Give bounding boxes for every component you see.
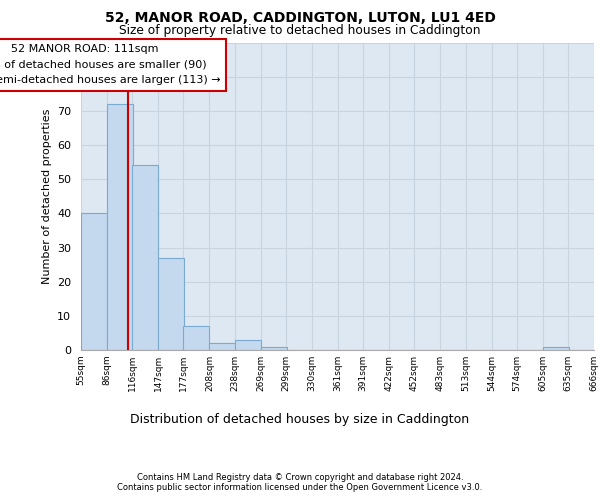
Text: Contains HM Land Registry data © Crown copyright and database right 2024.: Contains HM Land Registry data © Crown c… bbox=[137, 472, 463, 482]
Bar bbox=[107, 104, 133, 350]
Text: Distribution of detached houses by size in Caddington: Distribution of detached houses by size … bbox=[130, 412, 470, 426]
Text: Contains public sector information licensed under the Open Government Licence v3: Contains public sector information licen… bbox=[118, 484, 482, 492]
Bar bbox=[235, 340, 260, 350]
Bar bbox=[132, 166, 158, 350]
Text: 52, MANOR ROAD, CADDINGTON, LUTON, LU1 4ED: 52, MANOR ROAD, CADDINGTON, LUTON, LU1 4… bbox=[104, 11, 496, 25]
Bar bbox=[543, 346, 569, 350]
Bar bbox=[209, 343, 235, 350]
Bar bbox=[158, 258, 184, 350]
Bar bbox=[81, 214, 107, 350]
Bar bbox=[184, 326, 209, 350]
Bar bbox=[260, 346, 287, 350]
Text: Size of property relative to detached houses in Caddington: Size of property relative to detached ho… bbox=[119, 24, 481, 37]
Text: 52 MANOR ROAD: 111sqm
← 44% of detached houses are smaller (90)
55% of semi-deta: 52 MANOR ROAD: 111sqm ← 44% of detached … bbox=[0, 44, 221, 86]
Y-axis label: Number of detached properties: Number of detached properties bbox=[41, 108, 52, 284]
